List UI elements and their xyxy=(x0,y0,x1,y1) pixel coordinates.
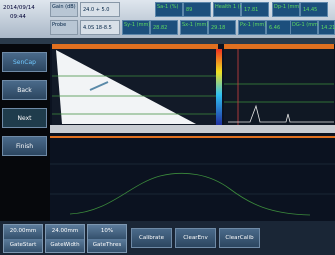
param-label: Probe xyxy=(50,20,78,35)
reading-value: 29.18 xyxy=(208,20,236,35)
reading-value: 89 xyxy=(183,2,211,17)
setting-label[interactable]: GateStart xyxy=(3,239,43,253)
reading-value: 28.82 xyxy=(150,20,178,35)
scan-display xyxy=(50,44,335,221)
reading-label: Health 1 (mm) xyxy=(213,2,241,17)
reading-label: Sx-1 (mm) xyxy=(180,20,208,35)
setting-value[interactable]: 10% xyxy=(87,224,127,239)
action-button[interactable]: ClearEnv xyxy=(175,228,216,248)
reading-value: 17.81 xyxy=(241,2,269,17)
reading-value: 14.45 xyxy=(300,2,328,17)
reading-label: Sy-1 (mm) xyxy=(122,20,150,35)
sidebar-button[interactable]: SenCap xyxy=(2,52,47,72)
sidebar-button[interactable]: Back xyxy=(2,80,47,100)
reading-label: Px-1 (mm) xyxy=(238,20,266,35)
param-value: 24.0 + 5.0 xyxy=(80,2,120,17)
setting-label[interactable]: GateThres xyxy=(87,239,127,253)
time: 09:44 xyxy=(10,14,26,20)
sidebar-button[interactable]: Finish xyxy=(2,136,47,156)
param-label: Gain (dB) xyxy=(50,2,78,17)
sidebar-button[interactable]: Next xyxy=(2,108,47,128)
reading-label: Dp-1 (mm) xyxy=(272,2,300,17)
param-value: 4.0S 18-8.5 xyxy=(80,20,120,35)
reading-value: 14.21 xyxy=(318,20,335,35)
device-screen: 2014/09/14 09:44 Gain (dB)24.0 + 5.0Prob… xyxy=(0,0,335,255)
setting-label[interactable]: GateWidth xyxy=(45,239,85,253)
reading-label: Sa-1 (%) xyxy=(155,2,183,17)
reading-label: DG-1 (mm) xyxy=(290,20,318,35)
date: 2014/09/14 xyxy=(3,5,35,11)
action-button[interactable]: Calibrate xyxy=(131,228,172,248)
setting-value[interactable]: 24.00mm xyxy=(45,224,85,239)
setting-value[interactable]: 20.00mm xyxy=(3,224,43,239)
action-button[interactable]: ClearCalib xyxy=(219,228,260,248)
